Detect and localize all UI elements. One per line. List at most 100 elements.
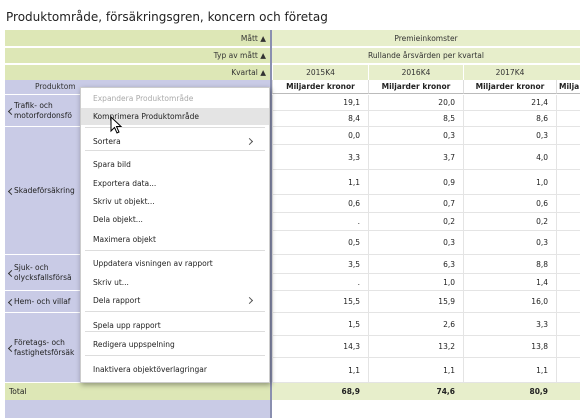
- group-label: Skadeförsäkring: [14, 186, 134, 196]
- value-cell: [556, 195, 580, 213]
- value-cell: [556, 213, 580, 231]
- value-cell: 0,3: [368, 127, 463, 145]
- value-cell: 13,2: [368, 336, 463, 358]
- value-cell: 3,3: [272, 145, 368, 170]
- value-cell: [556, 170, 580, 195]
- value-cell: [556, 231, 580, 255]
- menu-item[interactable]: Inaktivera objektöverlagringar: [93, 365, 207, 374]
- total-value: 68,9: [341, 387, 360, 396]
- menu-item[interactable]: Spara bild: [93, 160, 131, 169]
- value-cell: [556, 313, 580, 336]
- group-label-line: Sjuk- och: [14, 263, 49, 272]
- group-label-line: Företags- och: [14, 338, 65, 347]
- value-cell: 0,3: [368, 231, 463, 255]
- group-label-line: Hem- och villaf: [14, 297, 71, 306]
- value-cell: 0,7: [368, 195, 463, 213]
- menu-separator: [85, 331, 265, 332]
- value-cell: [556, 336, 580, 358]
- value-cell: 1,1: [272, 170, 368, 195]
- value-cell: 0,5: [272, 231, 368, 255]
- value-cell: 0,9: [368, 170, 463, 195]
- value-cell: 1,4: [463, 274, 556, 291]
- menu-item: Expandera Produktområde: [93, 94, 194, 103]
- group-label-line: motorfordonsfö: [14, 111, 72, 120]
- value-cell: [556, 291, 580, 313]
- value-cell: 0,2: [368, 213, 463, 231]
- value-cell: 21,4: [463, 95, 556, 111]
- value-cell: 3,3: [463, 313, 556, 336]
- value-cell: 13,8: [463, 336, 556, 358]
- value-cell: .: [272, 213, 368, 231]
- header-fill: [272, 65, 580, 80]
- group-label-line: Skadeförsäkring: [14, 186, 75, 195]
- menu-item[interactable]: Dela rapport: [81, 292, 269, 309]
- total-fill: [272, 383, 580, 400]
- value-cell: 4,0: [463, 145, 556, 170]
- value-cell: 8,5: [368, 111, 463, 127]
- value-cell: 8,6: [463, 111, 556, 127]
- menu-separator: [85, 150, 265, 151]
- menu-item[interactable]: Sortera: [81, 133, 269, 150]
- value-cell: [556, 111, 580, 127]
- value-cell: 1,1: [272, 358, 368, 383]
- context-menu: Expandera Produktområde Komprimera Produk…: [80, 87, 270, 383]
- submenu-arrow[interactable]: [245, 296, 254, 305]
- menu-separator: [85, 355, 265, 356]
- group-label-line: Trafik- och: [14, 101, 53, 110]
- value-cell: 1,0: [368, 274, 463, 291]
- header-label-cell: Kvartal ▲: [5, 65, 270, 80]
- value-cell: [556, 255, 580, 274]
- menu-item[interactable]: Komprimera Produktområde: [81, 108, 269, 125]
- value-cell: [556, 127, 580, 145]
- value-cell: 1,1: [368, 358, 463, 383]
- group-label-line: fastighetsförsäk: [14, 348, 75, 357]
- menu-item[interactable]: Dela objekt...: [93, 215, 143, 224]
- value-cell: 8,4: [272, 111, 368, 127]
- unit-header: Miljarder kronor: [368, 80, 463, 94]
- menu-separator: [85, 311, 265, 312]
- menu-item[interactable]: Uppdatera visningen av rapport: [93, 259, 213, 268]
- value-cell: 6,3: [368, 255, 463, 274]
- value-cell: 19,1: [272, 95, 368, 111]
- value-cell: 8,8: [463, 255, 556, 274]
- value-cell: 0,3: [463, 231, 556, 255]
- menu-separator: [85, 127, 265, 128]
- value-cell: [556, 145, 580, 170]
- value-cell: 15,9: [368, 291, 463, 313]
- menu-item[interactable]: Redigera uppspelning: [93, 340, 175, 349]
- menu-item[interactable]: Skriv ut objekt...: [93, 197, 155, 206]
- header-value-cell: Rullande årsvärden per kvartal: [272, 48, 580, 64]
- mouse-cursor: [110, 116, 123, 134]
- submenu-arrow[interactable]: [245, 137, 254, 146]
- quarter-header: 2017K4: [463, 65, 556, 80]
- value-cell: 1,0: [463, 170, 556, 195]
- group-label-line: olycksfallsförsä: [14, 273, 72, 282]
- value-cell: 1,1: [463, 358, 556, 383]
- menu-item[interactable]: Spela upp rapport: [93, 321, 161, 330]
- header-value-cell: Premieinkomster: [272, 30, 580, 47]
- unit-header: Miljarder kronor: [272, 80, 368, 94]
- menu-item[interactable]: Skriv ut...: [93, 278, 129, 287]
- value-cell: 3,5: [272, 255, 368, 274]
- menu-item[interactable]: Maximera objekt: [93, 235, 156, 244]
- value-cell: 1,5: [272, 313, 368, 336]
- value-cell: [556, 274, 580, 291]
- total-value: 74,6: [436, 387, 455, 396]
- menu-item[interactable]: Exportera data...: [93, 179, 157, 188]
- unit-header: Milja: [556, 80, 580, 94]
- value-cell: 20,0: [368, 95, 463, 111]
- value-cell: [556, 95, 580, 111]
- value-cell: 15,5: [272, 291, 368, 313]
- value-cell: 2,6: [368, 313, 463, 336]
- unit-header: Miljarder kronor: [463, 80, 556, 94]
- value-cell: 0,6: [463, 195, 556, 213]
- header-label-cell: Typ av mått ▲: [5, 48, 270, 64]
- group-label: Trafik- och motorfordonsfö: [14, 101, 134, 121]
- value-cell: 0,0: [272, 127, 368, 145]
- value-cell: 14,3: [272, 336, 368, 358]
- value-cell: 0,6: [272, 195, 368, 213]
- page-title: Produktområde, försäkringsgren, koncern …: [6, 10, 328, 24]
- group-label: Hem- och villaf: [14, 297, 134, 307]
- quarter-header: 2015K4: [272, 65, 368, 80]
